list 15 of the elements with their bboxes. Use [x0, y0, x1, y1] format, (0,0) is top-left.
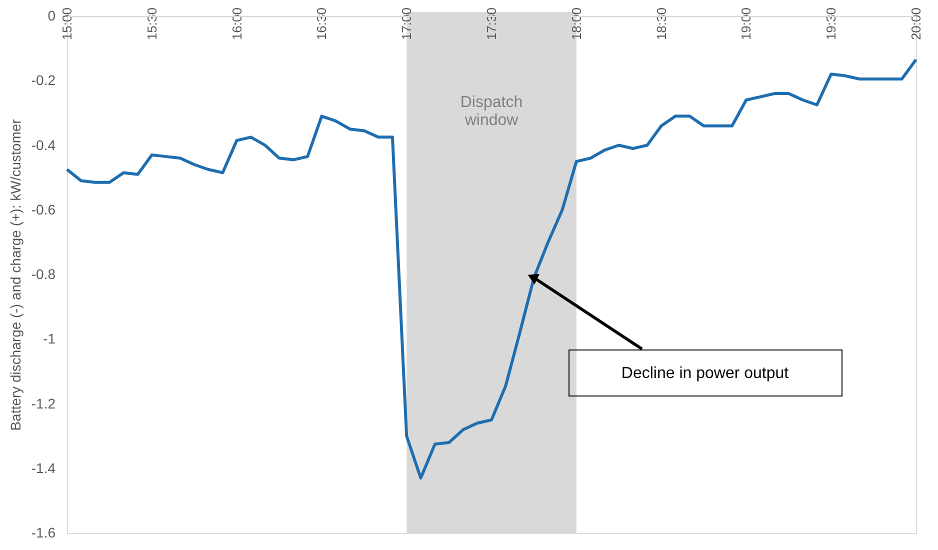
- y-axis-title: Battery discharge (-) and charge (+): kW/customer: [7, 118, 24, 431]
- y-tick-label: -0.4: [31, 136, 56, 153]
- y-tick-label: -0.6: [31, 201, 56, 218]
- y-tick-label: 0: [48, 8, 56, 24]
- y-tick-label: -0.2: [31, 72, 56, 88]
- y-tick-label: -1: [43, 330, 56, 347]
- y-tick-label: -1.4: [31, 460, 56, 476]
- y-tick-label: -1.6: [31, 524, 56, 540]
- x-tick-label: 15:00: [60, 8, 74, 40]
- x-tick-label: 20:00: [908, 8, 924, 40]
- line-series: [66, 58, 918, 480]
- y-tick-label: -1.2: [31, 395, 56, 412]
- annotation: Decline in power output: [621, 365, 790, 382]
- y-tick-label: -0.8: [31, 266, 56, 282]
- band-label: Dispatch window: [460, 94, 523, 129]
